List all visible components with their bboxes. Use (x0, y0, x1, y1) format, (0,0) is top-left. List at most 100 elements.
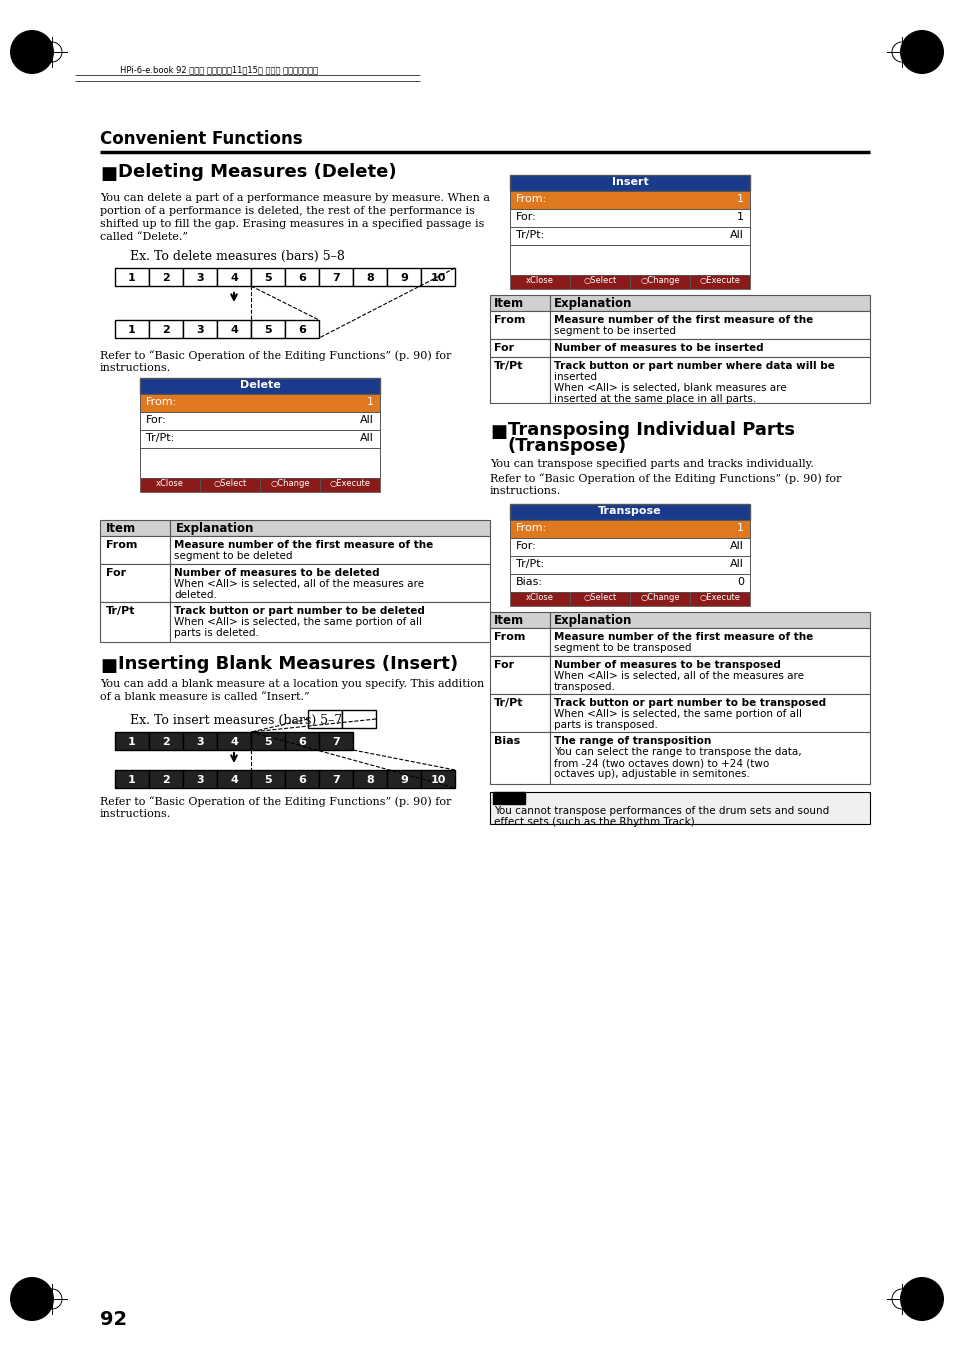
Bar (510, 190, 749, 209)
Bar (216, 267, 251, 286)
Text: 6: 6 (297, 273, 306, 282)
Bar (115, 320, 149, 338)
Bar (200, 478, 260, 492)
Text: From: From (494, 315, 525, 326)
Text: transposed.: transposed. (554, 682, 616, 692)
Text: You can add a blank measure at a location you specify. This addition: You can add a blank measure at a locatio… (100, 680, 484, 689)
Circle shape (10, 30, 54, 74)
Text: segment to be deleted: segment to be deleted (173, 551, 293, 561)
Text: Tr/Pt: Tr/Pt (106, 607, 135, 616)
Bar (251, 320, 285, 338)
Bar (490, 657, 550, 694)
Text: 1: 1 (737, 195, 743, 204)
Text: instructions.: instructions. (490, 486, 560, 496)
Text: ○Execute: ○Execute (329, 480, 370, 488)
Text: When <All> is selected, blank measures are: When <All> is selected, blank measures a… (554, 382, 786, 393)
Bar (510, 538, 749, 557)
Text: Item: Item (494, 613, 523, 627)
Text: You can transpose specified parts and tracks individually.: You can transpose specified parts and tr… (490, 459, 813, 469)
Bar (318, 770, 353, 788)
Text: portion of a performance is deleted, the rest of the performance is: portion of a performance is deleted, the… (100, 205, 475, 216)
Text: 4: 4 (230, 273, 237, 282)
Bar (510, 557, 749, 574)
Bar (285, 732, 318, 750)
Text: Convenient Functions: Convenient Functions (100, 130, 302, 149)
Text: Track button or part number to be deleted: Track button or part number to be delete… (173, 607, 424, 616)
Text: ○Change: ○Change (639, 593, 679, 603)
Text: For: For (106, 567, 126, 578)
Text: instructions.: instructions. (100, 363, 172, 373)
Bar (550, 357, 869, 403)
Text: Tr/Pt:: Tr/Pt: (516, 559, 543, 569)
Bar (100, 536, 170, 563)
Text: Item: Item (106, 521, 136, 535)
Bar (285, 267, 318, 286)
Text: When <All> is selected, all of the measures are: When <All> is selected, all of the measu… (173, 580, 423, 589)
Text: 5: 5 (264, 738, 272, 747)
Text: inserted: inserted (554, 372, 597, 382)
Bar (387, 770, 420, 788)
Text: 9: 9 (399, 273, 408, 282)
Text: octaves up), adjustable in semitones.: octaves up), adjustable in semitones. (554, 769, 749, 780)
Bar (629, 276, 689, 289)
Text: HPi-6-e.book 92 ページ ２００５年11月15日 火曜日 午後３時４９分: HPi-6-e.book 92 ページ ２００５年11月15日 火曜日 午後３時… (120, 65, 317, 74)
Text: Tr/Pt: Tr/Pt (494, 361, 523, 372)
Bar (319, 478, 379, 492)
Text: Tr/Pt:: Tr/Pt: (146, 434, 174, 443)
Bar (140, 378, 379, 394)
Text: From: From (106, 540, 137, 550)
Text: Number of measures to be transposed: Number of measures to be transposed (554, 661, 781, 670)
Text: parts is transposed.: parts is transposed. (554, 720, 658, 730)
Bar (550, 732, 869, 784)
Text: From:: From: (516, 523, 547, 534)
Text: 5: 5 (264, 775, 272, 785)
Text: 1: 1 (367, 397, 374, 407)
Text: 2: 2 (162, 775, 170, 785)
Text: 3: 3 (196, 738, 204, 747)
Bar (251, 732, 285, 750)
Bar (550, 612, 869, 628)
Bar (689, 276, 749, 289)
Bar (216, 732, 251, 750)
Text: You cannot transpose performances of the drum sets and sound: You cannot transpose performances of the… (494, 807, 828, 816)
Bar (251, 770, 285, 788)
Text: Delete: Delete (239, 380, 280, 390)
Bar (490, 357, 550, 403)
Text: Refer to “Basic Operation of the Editing Functions” (p. 90) for: Refer to “Basic Operation of the Editing… (100, 350, 451, 361)
Bar (140, 430, 379, 449)
Text: Ex. To insert measures (bars) 5–7: Ex. To insert measures (bars) 5–7 (130, 713, 342, 727)
Text: parts is deleted.: parts is deleted. (173, 628, 258, 638)
Bar (216, 770, 251, 788)
Bar (420, 267, 455, 286)
Bar (260, 478, 319, 492)
Text: Explanation: Explanation (554, 297, 632, 309)
Bar (216, 320, 251, 338)
Text: 3: 3 (196, 273, 204, 282)
Bar (170, 536, 490, 563)
Text: For: For (494, 343, 514, 353)
Text: From:: From: (516, 195, 547, 204)
Text: Measure number of the first measure of the: Measure number of the first measure of t… (554, 632, 812, 642)
Bar (183, 732, 216, 750)
Text: Bias:: Bias: (516, 577, 542, 586)
Bar (689, 592, 749, 607)
Bar (140, 412, 379, 430)
Text: 5: 5 (264, 273, 272, 282)
Text: 4: 4 (230, 326, 237, 335)
Bar (251, 267, 285, 286)
Text: 7: 7 (332, 775, 339, 785)
Text: instructions.: instructions. (100, 809, 172, 819)
Text: For:: For: (146, 415, 167, 426)
Circle shape (899, 1277, 943, 1321)
Text: Transpose: Transpose (598, 507, 661, 516)
Text: xClose: xClose (525, 593, 554, 603)
Text: 5: 5 (264, 326, 272, 335)
Text: 8: 8 (366, 273, 374, 282)
Text: xClose: xClose (525, 276, 554, 285)
Bar (510, 176, 749, 190)
Bar (569, 276, 629, 289)
Text: (Transpose): (Transpose) (507, 436, 626, 455)
Circle shape (899, 30, 943, 74)
Bar (510, 245, 749, 276)
Text: from -24 (two octaves down) to +24 (two: from -24 (two octaves down) to +24 (two (554, 758, 768, 767)
